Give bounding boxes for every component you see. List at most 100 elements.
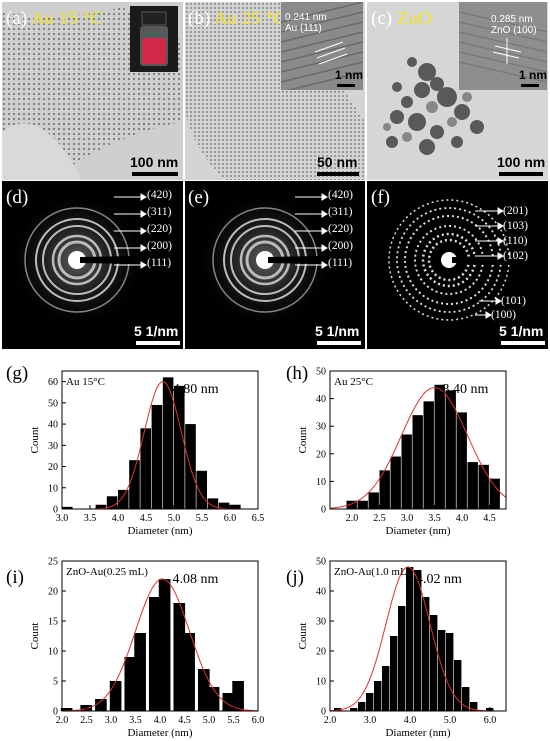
chart-h-bar xyxy=(456,412,467,509)
ring-label-f-102: (102) xyxy=(503,250,528,262)
chart-g-bar xyxy=(140,428,151,509)
chart-g-bar xyxy=(207,498,219,509)
chart-i-xtick-label: 5.0 xyxy=(203,715,216,726)
chart-i-xtick-label: 2.0 xyxy=(56,715,69,726)
chart-g-frame xyxy=(61,370,259,510)
scale-bar-f xyxy=(501,341,545,345)
scale-bar-c xyxy=(499,172,543,176)
ring-label-f-103: (103) xyxy=(503,220,528,232)
chart-j-bar xyxy=(334,708,342,711)
chart-i-panel-label: (i) xyxy=(6,567,24,588)
ring-label-e-220: (220) xyxy=(328,223,353,235)
chart-g-bar xyxy=(129,460,140,509)
chart-g-bar xyxy=(162,377,174,509)
ring-label-e-111: (111) xyxy=(328,257,353,269)
chart-g-xtick-label: 3.0 xyxy=(56,513,69,524)
chart-h-bar xyxy=(423,401,434,509)
chart-j-ytick-label: 10 xyxy=(316,677,326,688)
chart-h-fit-curve xyxy=(329,387,507,509)
chart-j-bar xyxy=(438,630,446,711)
chart-j-fit-curve xyxy=(330,566,506,712)
ring-label-d-420: (420) xyxy=(147,189,172,201)
chart-i-xtick-label: 5.5 xyxy=(227,715,240,726)
chart-i-ytick-label: 15 xyxy=(48,617,58,628)
hrtem-inset-zno xyxy=(459,2,547,90)
ring-arrows-f xyxy=(475,207,504,319)
chart-i-bar xyxy=(207,687,220,711)
chart-i-xtick-label: 4.0 xyxy=(154,715,167,726)
chart-h-bar xyxy=(412,415,423,509)
chart-i-ytick-label: 25 xyxy=(48,557,58,568)
ring-label-f-100: (100) xyxy=(491,309,516,321)
scale-label-a: 100 nm xyxy=(130,154,179,170)
chart-j-bar xyxy=(414,570,422,711)
chart-g-legend: Au 15°C xyxy=(66,376,105,388)
chart-h-bar xyxy=(467,462,478,509)
chart-g-ytick-label: 30 xyxy=(48,441,58,452)
chart-i-xtick-label: 6.0 xyxy=(252,715,265,726)
chart-i-bar xyxy=(134,633,146,711)
chart-i-legend: ZnO-Au(0.25 mL) xyxy=(66,566,148,578)
ring-arrows-e xyxy=(295,193,328,269)
panel-b-label: (b) Au 25 °C xyxy=(188,8,286,29)
chart-h-ytick-label: 10 xyxy=(316,477,326,488)
chart-j-xtick-label: 5.0 xyxy=(444,715,457,726)
chart-i-ytick-label: 5 xyxy=(53,677,58,688)
scale-bar-e xyxy=(317,341,361,345)
chart-j-xtick-label: 6.0 xyxy=(484,715,497,726)
chart-j-bar xyxy=(446,633,454,711)
chart-h-bar xyxy=(445,390,456,509)
tem-panel-b: (b) Au 25 °C 0.241 nm Au (111) 1 nm 50 nm xyxy=(185,2,365,180)
ring-label-f-201: (201) xyxy=(503,205,528,217)
chart-j-bar xyxy=(382,666,390,711)
scale-bar-a xyxy=(132,172,178,176)
saed-pattern-e xyxy=(195,190,365,330)
chart-j-ylabel: Count xyxy=(297,623,309,650)
chart-j-annotation: 4.02 nm xyxy=(416,572,462,587)
chart-i-fit-curve xyxy=(61,578,259,712)
chart-g-ytick-label: 0 xyxy=(53,505,58,516)
chart-g-bar xyxy=(196,470,207,509)
scale-label-b: 50 nm xyxy=(317,154,358,170)
chart-g-bar xyxy=(218,502,230,509)
chart-h-xtick-label: 2.0 xyxy=(346,513,359,524)
chart-g-xtick-label: 5.0 xyxy=(168,513,181,524)
chart-h-bar xyxy=(489,478,500,509)
chart-h-ytick-label: 40 xyxy=(316,394,326,405)
scale-label-c: 100 nm xyxy=(497,154,546,170)
saed-panel-f: (f) (201) (103) (110) (102) (101) (100) … xyxy=(367,181,548,349)
chart-j-bar xyxy=(374,681,382,711)
ring-label-d-200: (200) xyxy=(147,240,172,252)
chart-i-xlabel: Diameter (nm) xyxy=(127,727,192,739)
chart-h-ytick-label: 20 xyxy=(316,449,326,460)
chart-j-bar xyxy=(390,636,398,711)
chart-i-bar xyxy=(222,693,235,711)
chart-j-xtick-label: 3.0 xyxy=(364,715,377,726)
ring-label-f-101: (101) xyxy=(501,295,526,307)
chart-g-bar xyxy=(95,504,107,509)
ring-label-d-111: (111) xyxy=(147,257,172,269)
chart-h-ytick-label: 0 xyxy=(321,505,326,516)
saed-pattern-f xyxy=(388,199,548,321)
chart-j-xtick-label: 4.0 xyxy=(404,715,417,726)
chart-h-ytick-label: 50 xyxy=(316,367,326,378)
chart-h-bar xyxy=(401,434,412,509)
chart-g-bar xyxy=(62,506,73,509)
chart-i-bar xyxy=(124,657,137,711)
chart-j-xlabel: Diameter (nm) xyxy=(385,727,450,739)
chart-g-xtick-label: 4.5 xyxy=(140,513,153,524)
chart-j-ytick-label: 0 xyxy=(321,707,326,718)
chart-j-bar xyxy=(422,597,430,711)
chart-h-bar xyxy=(478,464,489,509)
chart-j-bar xyxy=(398,606,406,711)
chart-g-ytick-label: 20 xyxy=(48,462,58,473)
chart-j-bar xyxy=(350,708,358,711)
chart-g-xtick-label: 4.0 xyxy=(112,513,125,524)
vial-photo xyxy=(130,6,178,72)
scale-bar-b xyxy=(317,172,359,176)
chart-i-bar xyxy=(158,579,171,711)
chart-i-ytick-label: 0 xyxy=(53,707,58,718)
tem-panel-c: (c) ZnO 0.285 nm ZnO (100) 1 nm 100 nm xyxy=(367,2,548,180)
chart-j-bar xyxy=(406,567,414,711)
chart-h-annotation: 3.40 nm xyxy=(443,382,489,397)
